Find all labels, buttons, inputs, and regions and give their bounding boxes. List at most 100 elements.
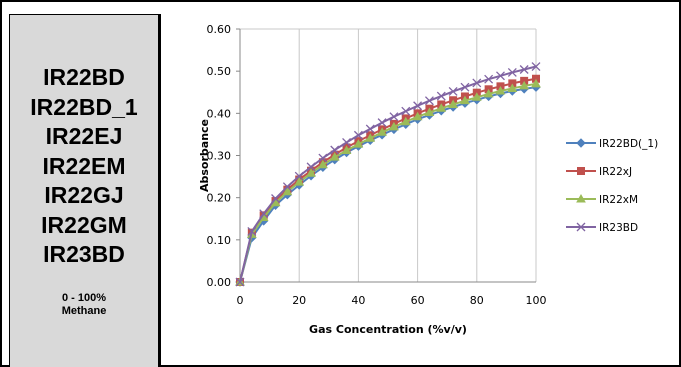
data-point-stroke xyxy=(294,171,304,181)
data-point xyxy=(353,130,363,140)
model-label: IR22EJ xyxy=(45,123,123,149)
data-point xyxy=(401,106,411,116)
data-point xyxy=(531,78,541,88)
data-point xyxy=(519,65,529,74)
data-point xyxy=(496,71,505,81)
data-point xyxy=(259,209,269,219)
data-point xyxy=(341,145,352,154)
data-point-stroke xyxy=(576,222,586,232)
series-IR23BD xyxy=(235,62,541,287)
data-point xyxy=(519,80,530,90)
data-point-stroke xyxy=(282,182,292,192)
data-point xyxy=(318,159,328,169)
data-point xyxy=(531,62,541,71)
data-point-stroke xyxy=(484,74,494,84)
data-point xyxy=(247,226,257,236)
data-point xyxy=(460,95,470,105)
data-point-stroke xyxy=(531,62,541,71)
data-point-stroke xyxy=(401,106,411,116)
data-point xyxy=(436,103,447,112)
x-tick-label: 0 xyxy=(237,294,244,307)
data-point-stroke xyxy=(235,277,245,287)
y-tick-label: 0.10 xyxy=(207,234,232,247)
data-point xyxy=(365,124,375,134)
data-point xyxy=(271,194,280,203)
data-point-stroke xyxy=(306,162,316,172)
data-point xyxy=(365,133,376,142)
x-tick-label: 100 xyxy=(526,294,547,307)
data-point xyxy=(436,91,446,101)
data-point xyxy=(424,96,434,106)
data-point xyxy=(306,162,316,172)
series-lines xyxy=(235,62,541,287)
data-point xyxy=(576,138,586,148)
legend-label: IR22BD(_1) xyxy=(599,138,658,150)
x-tick-label: 80 xyxy=(470,294,484,307)
data-point xyxy=(318,153,328,163)
data-point-stroke xyxy=(271,194,280,203)
data-point xyxy=(342,137,352,147)
data-point xyxy=(424,107,435,116)
data-point xyxy=(483,88,494,98)
data-point xyxy=(306,168,316,177)
data-point-stroke xyxy=(342,137,352,147)
data-point-stroke xyxy=(413,101,423,111)
data-point xyxy=(377,118,387,128)
data-point xyxy=(448,99,458,108)
model-panel: IR22BD IR22BD_1 IR22EJ IR22EM IR22GJ IR2… xyxy=(9,14,159,367)
series-line xyxy=(239,77,537,283)
data-point-stroke xyxy=(460,82,470,92)
x-axis-title: Gas Concentration (%v/v) xyxy=(309,323,467,336)
data-point xyxy=(412,111,423,121)
legend-label: IR22xM xyxy=(599,194,638,206)
series-IR22xM xyxy=(235,78,541,286)
range-label: 0 - 100% Methane xyxy=(10,292,158,318)
data-point xyxy=(484,74,494,84)
data-point-stroke xyxy=(424,96,434,106)
data-point xyxy=(495,85,506,95)
series-line xyxy=(239,65,537,283)
data-point xyxy=(235,277,245,287)
x-tick-label: 40 xyxy=(351,294,365,307)
data-point-stroke xyxy=(365,124,375,134)
data-point-stroke xyxy=(436,91,446,101)
data-point-stroke xyxy=(472,78,482,88)
legend-item: IR22xJ xyxy=(566,166,632,178)
panel-divider xyxy=(159,14,161,367)
data-point xyxy=(577,167,585,175)
data-point xyxy=(294,171,304,181)
model-label: IR22EM xyxy=(42,152,126,179)
data-point-stroke xyxy=(247,226,257,236)
y-tick-label: 0.40 xyxy=(207,107,232,120)
data-point xyxy=(507,67,517,77)
data-point xyxy=(471,92,482,101)
data-point-stroke xyxy=(507,67,517,77)
data-point-stroke xyxy=(448,86,458,96)
data-point-stroke xyxy=(389,112,399,122)
data-point-stroke xyxy=(519,65,529,74)
data-point xyxy=(472,78,482,88)
legend-item: IR22BD(_1) xyxy=(566,138,658,150)
legend-item: IR23BD xyxy=(566,222,638,234)
x-tick-label: 20 xyxy=(292,294,306,307)
data-point xyxy=(413,101,423,111)
model-label: IR22BD_1 xyxy=(30,93,138,120)
legend-label: IR23BD xyxy=(599,222,638,234)
series-IR22BD(_1) xyxy=(235,82,541,287)
data-point-stroke xyxy=(353,130,363,140)
data-point xyxy=(400,116,411,126)
data-point xyxy=(576,193,586,203)
data-point-stroke xyxy=(377,118,387,128)
model-label: IR22GM xyxy=(41,211,127,238)
model-list: IR22BD IR22BD_1 IR22EJ IR22EM IR22GJ IR2… xyxy=(10,63,158,270)
data-point xyxy=(507,83,518,92)
data-point xyxy=(353,139,364,148)
data-point-stroke xyxy=(330,145,340,155)
data-point xyxy=(282,182,292,192)
data-point xyxy=(576,222,586,232)
range-line: 0 - 100% xyxy=(61,292,107,304)
data-point xyxy=(389,112,399,122)
x-tick-label: 60 xyxy=(411,294,425,307)
series-IR22xJ xyxy=(236,74,540,286)
